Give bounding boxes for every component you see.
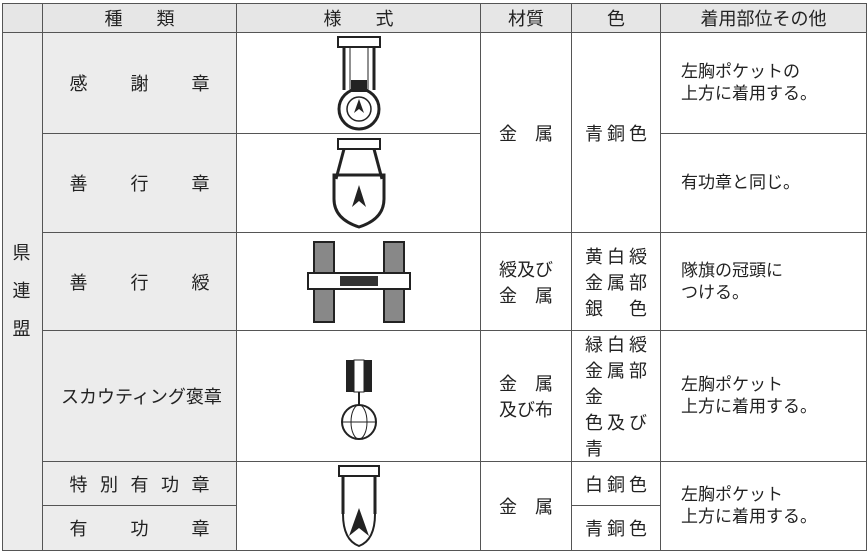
group-cell: 県連盟 <box>2 32 43 551</box>
material-cell: 金属 及び布 <box>480 330 572 462</box>
type-text: 感謝章 <box>69 74 210 95</box>
cell-line: 金属 <box>499 497 553 518</box>
type-cell: スカウティング褒章 <box>42 330 237 462</box>
badge-image <box>236 461 481 551</box>
page: 種類 様式 材質 色 着用部位その他 県連盟 感謝章 金属 青銅色 左胸ポケット… <box>2 3 867 551</box>
color-cell: 黄白綬 金属部 銀色 <box>571 232 661 331</box>
color-cell: 緑白綬金属部金色及び青 <box>571 330 661 462</box>
material-cell: 金属 <box>480 461 572 551</box>
color-cell: 青銅色 <box>571 505 661 551</box>
header-text: 様式 <box>323 9 394 30</box>
note-cell: 左胸ポケット 上方に着用する。 <box>660 461 867 551</box>
cell-line: 青銅色 <box>585 519 647 540</box>
group-char: 盟 <box>12 318 31 340</box>
type-text: 善行章 <box>69 174 210 195</box>
note-cell: 有功章と同じ。 <box>660 133 867 233</box>
group-char: 県 <box>12 242 31 264</box>
note-cell: 左胸ポケット 上方に着用する。 <box>660 330 867 462</box>
cell-line: 金属 <box>499 374 553 395</box>
cell-line: 綬及び <box>499 259 553 281</box>
type-text: 善行綬 <box>69 272 210 294</box>
badge-image <box>236 133 481 233</box>
type-cell: 善行章 <box>42 133 237 233</box>
color-cell: 白銅色 <box>571 461 661 506</box>
badge-image <box>236 232 481 331</box>
header-cell: 種類 <box>42 3 237 33</box>
badge-image <box>236 32 481 134</box>
cell-line: 金属部 <box>585 272 647 294</box>
badge-table: 種類 様式 材質 色 着用部位その他 県連盟 感謝章 金属 青銅色 左胸ポケット… <box>2 3 867 551</box>
cell-line: 金属 <box>499 285 553 307</box>
cell-line: 上方に着用する。 <box>681 507 817 527</box>
type-text: スカウティング褒章 <box>61 387 222 408</box>
type-cell: 感謝章 <box>42 32 237 134</box>
cell-line: 有功章と同じ。 <box>681 173 800 193</box>
cell-line: 及び布 <box>499 400 553 421</box>
header-text: 種類 <box>104 9 175 30</box>
cell-line: 上方に着用する。 <box>681 84 817 104</box>
badge-icon <box>336 36 381 131</box>
cell-line: 左胸ポケットの <box>681 62 800 82</box>
material-cell: 金属 <box>480 32 572 233</box>
cell-line: 緑白綬 <box>585 335 647 356</box>
cell-line: 白銅色 <box>585 474 647 496</box>
note-cell: 左胸ポケットの 上方に着用する。 <box>660 32 867 134</box>
type-cell: 有功章 <box>42 505 237 551</box>
header-cell: 様式 <box>236 3 481 33</box>
cell-line: 隊旗の冠頭に <box>681 260 783 281</box>
type-text: 特別有功章 <box>69 474 210 496</box>
cell-line: 色及び青 <box>585 413 647 460</box>
cell-line: 金属部金 <box>585 361 647 408</box>
header-cell <box>2 3 43 33</box>
cell-line: つける。 <box>681 282 749 303</box>
type-text: 有功章 <box>69 519 210 540</box>
header-cell: 着用部位その他 <box>660 3 867 33</box>
cell-line: 左胸ポケット <box>681 375 783 395</box>
color-cell: 青銅色 <box>571 32 661 233</box>
material-cell: 綬及び 金属 <box>480 232 572 331</box>
badge-icon <box>332 138 385 229</box>
cell-line: 青銅色 <box>585 123 647 145</box>
group-char: 連 <box>12 280 31 302</box>
cell-line: 金属 <box>499 123 553 145</box>
cell-line: 黄白綬 <box>585 246 647 268</box>
note-cell: 隊旗の冠頭に つける。 <box>660 232 867 331</box>
badge-icon <box>340 359 377 440</box>
cell-line: 左胸ポケット <box>681 485 783 505</box>
header-cell: 材質 <box>480 3 572 33</box>
header-row: 種類 様式 材質 色 着用部位その他 <box>2 3 867 33</box>
header-cell: 色 <box>571 3 661 33</box>
type-cell: 特別有功章 <box>42 461 237 506</box>
type-cell: 善行綬 <box>42 232 237 331</box>
badge-icon <box>337 465 380 548</box>
cell-line: 銀色 <box>585 298 647 320</box>
badge-image <box>236 330 481 462</box>
badge-icon <box>306 240 411 323</box>
cell-line: 上方に着用する。 <box>681 397 817 417</box>
group-text: 県連盟 <box>3 235 42 349</box>
